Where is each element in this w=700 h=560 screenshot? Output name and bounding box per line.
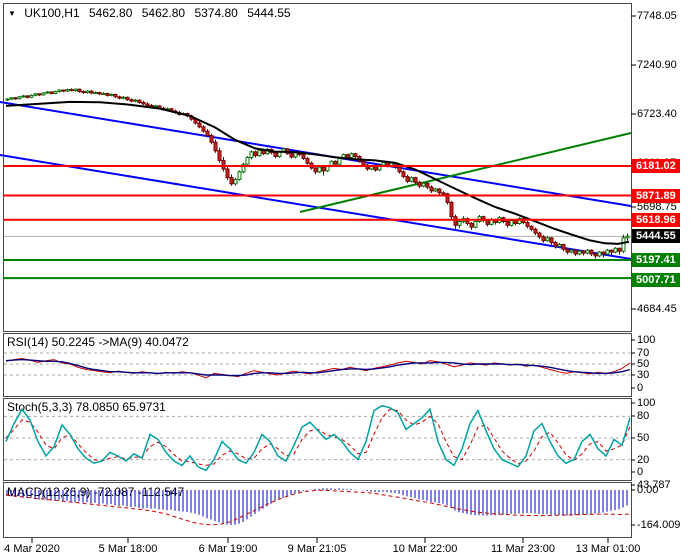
rsi-label: RSI(14) 50.2245 ->MA(9) 40.0472: [7, 335, 189, 349]
macd-label: MACD(12,26,9) -72.087 -112.547: [7, 485, 185, 499]
time-axis-label: 6 Mar 19:00: [198, 543, 258, 555]
stoch-label: Stoch(5,3,3) 78.0850 65.9731: [7, 400, 166, 414]
time-axis-label: 11 Mar 23:00: [490, 543, 556, 555]
price-axis-label: 7240.90: [637, 59, 677, 71]
price-level-label: 5444.55: [632, 229, 680, 243]
price-level-label: 5618.96: [632, 213, 680, 227]
price-level-label: 5007.71: [632, 273, 680, 287]
rsi-axis-label: 100: [637, 334, 656, 346]
stoch-axis-label: 80: [637, 410, 650, 422]
price-level-label: 5871.89: [632, 189, 680, 203]
stoch-axis-label: 100: [637, 397, 656, 409]
main-chart-pane[interactable]: [3, 3, 632, 332]
close-value: 5444.55: [247, 6, 291, 20]
time-axis-label: 9 Mar 21:05: [287, 543, 347, 555]
price-axis-label: 4684.45: [637, 303, 677, 315]
high-value: 5462.80: [141, 6, 186, 20]
price-level-label: 6181.02: [632, 159, 680, 173]
price-axis-label: 5698.75: [637, 201, 677, 213]
macd-axis-label: 43.787: [637, 479, 671, 491]
stoch-axis-label: 50: [637, 432, 650, 444]
rsi-axis-label: 50: [637, 358, 650, 370]
stoch-axis-label: 0: [637, 466, 644, 478]
time-axis-label: 13 Mar 01:00: [575, 543, 641, 555]
macd-axis-label: -164.009: [637, 519, 681, 531]
collapse-arrow-icon[interactable]: ▼: [8, 9, 16, 18]
rsi-axis-label: 70: [637, 347, 650, 359]
rsi-axis-label: 0: [637, 382, 644, 394]
open-value: 5462.80: [88, 6, 133, 20]
time-axis-label: 4 Mar 2020: [4, 543, 60, 555]
price-axis-label: 7748.05: [637, 10, 677, 22]
time-axis-strip: [0, 538, 700, 560]
time-axis-label: 5 Mar 18:00: [98, 543, 158, 555]
price-axis-label: 6723.40: [637, 108, 677, 120]
stoch-axis-label: 20: [637, 454, 650, 466]
chart-header: ▼ UK100,H1 5462.80 5462.80 5374.80 5444.…: [8, 6, 291, 20]
low-value: 5374.80: [194, 6, 238, 20]
symbol-timeframe-label: UK100,H1: [24, 6, 80, 20]
time-axis-label: 10 Mar 22:00: [392, 543, 458, 555]
macd-axis-label: 0.00: [637, 484, 659, 496]
price-level-label: 5197.41: [632, 253, 680, 267]
rsi-axis-label: 30: [637, 369, 650, 381]
